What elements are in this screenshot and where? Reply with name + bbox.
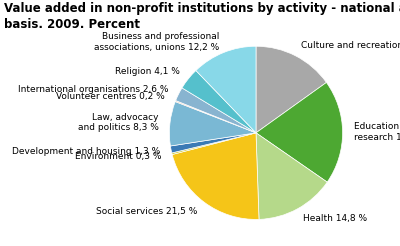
Text: Education and
research 19,5 %: Education and research 19,5 %: [354, 122, 400, 142]
Wedge shape: [256, 46, 326, 133]
Wedge shape: [175, 101, 256, 133]
Text: Development and housing 1,3 %: Development and housing 1,3 %: [12, 147, 160, 156]
Wedge shape: [176, 88, 256, 133]
Text: Religion 4,1 %: Religion 4,1 %: [115, 67, 180, 76]
Wedge shape: [172, 133, 256, 154]
Text: International organisations 2,6 %: International organisations 2,6 %: [18, 85, 168, 93]
Wedge shape: [256, 82, 342, 182]
Wedge shape: [170, 133, 256, 153]
Text: Health 14,8 %: Health 14,8 %: [303, 214, 367, 223]
Text: Environment 0,3 %: Environment 0,3 %: [74, 152, 161, 161]
Text: Volunteer centres 0,2 %: Volunteer centres 0,2 %: [56, 92, 165, 101]
Text: Culture and recreation 15,1 %: Culture and recreation 15,1 %: [301, 41, 400, 50]
Wedge shape: [170, 102, 256, 146]
Text: Law, advocacy
and politics 8,3 %: Law, advocacy and politics 8,3 %: [78, 112, 159, 132]
Wedge shape: [182, 71, 256, 133]
Wedge shape: [196, 46, 256, 133]
Wedge shape: [256, 133, 327, 219]
Wedge shape: [172, 133, 259, 219]
Text: Value added in non-profit institutions by activity - national accounts
basis. 20: Value added in non-profit institutions b…: [4, 2, 400, 31]
Text: Business and professional
associations, unions 12,2 %: Business and professional associations, …: [94, 32, 219, 52]
Text: Social services 21,5 %: Social services 21,5 %: [96, 207, 198, 216]
